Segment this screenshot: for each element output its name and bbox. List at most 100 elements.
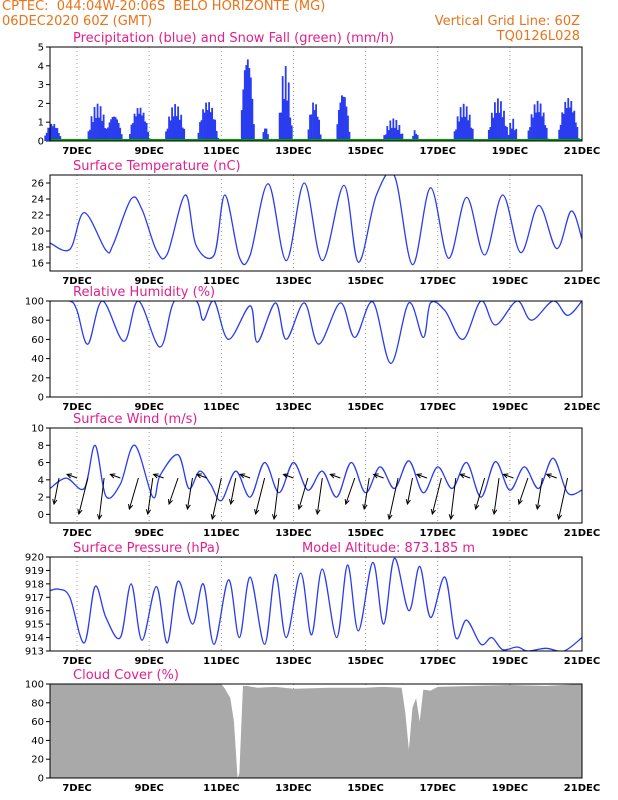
precip-bar [102,114,105,141]
wind-arrowhead [315,509,321,516]
x-tick-label: 17DEC [420,276,456,287]
precip-bar [503,110,505,141]
wind-arrowhead [502,473,509,479]
x-tick-label: 17DEC [420,146,456,157]
precip-bar [262,132,265,141]
y-tick-label: 6 [38,458,44,469]
precip-bar [284,66,287,141]
precip-bar [180,114,183,141]
y-tick-label: 917 [25,593,44,604]
wind-arrow [147,477,154,515]
wind-arrowhead [535,504,541,511]
precip-bar [252,124,255,141]
y-tick-label: 0 [38,774,44,785]
wind-arrowhead [109,473,116,479]
series-line [50,175,582,266]
x-tick-label: 19DEC [492,146,528,157]
y-tick-label: 920 [25,553,44,564]
precip-bar [398,125,401,141]
precip-bar [561,112,564,141]
precip-bar [512,118,515,141]
y-tick-label: 914 [25,633,44,644]
wind-arrow [363,477,370,510]
x-tick-label: 7DEC [62,783,91,794]
panel-title: Relative Humidity (%) [73,285,215,300]
precip-bar [393,127,396,141]
precip-bar [283,99,286,141]
cloud-area [50,684,582,778]
precip-bar [203,112,206,141]
precip-bar [278,112,281,141]
precip-bar [281,76,284,141]
y-tick-label: 2 [38,493,44,504]
y-tick-label: 100 [25,680,44,691]
precip-bar [114,117,117,141]
precip-bar [90,116,93,141]
precip-bar [342,96,345,141]
precip-bar [96,103,99,141]
x-tick-label: 11DEC [203,402,239,413]
precip-bar [461,117,464,141]
precip-bar [310,114,313,141]
precip-bar [412,135,414,141]
wind-arrowhead [517,498,523,506]
wind-arrow [416,473,428,479]
panel-frame [49,46,583,142]
precip-bar [175,116,178,141]
x-tick-label: 19DEC [492,402,528,413]
wind-arrow [98,477,105,520]
precip-bar [568,107,571,141]
precip-bar [287,82,290,141]
precip-bar [348,131,351,141]
header-run-date: 06DEC2020 60Z (GMT) [2,14,153,29]
precip-bar [178,119,181,141]
precip-bar [56,128,59,141]
precip-bar [59,136,62,141]
wind-arrow [110,473,121,479]
precip-bar [242,89,245,141]
y-tick-label: 22 [31,211,44,222]
precip-bar [562,113,565,141]
precip-bar [344,97,346,141]
precip-bar [129,133,131,141]
precip-bar [135,116,137,141]
precip-bar [169,120,172,141]
wind-arrow [450,477,457,520]
precip-bar [497,98,499,141]
precip-bar [249,77,252,141]
precip-bar [468,114,471,141]
y-tick-label: 80 [31,698,44,709]
precip-bar [392,118,395,141]
precip-bar [340,95,343,141]
wind-arrowhead [167,498,173,506]
precip-bar [396,129,399,141]
precip-bar [108,122,111,141]
wind-arrowhead [492,509,498,516]
wind-arrow [168,477,179,505]
precip-bar [347,115,349,141]
panel-title: Cloud Cover (%) [73,668,179,683]
wind-arrow [211,477,222,520]
precip-bar [527,130,530,141]
wind-arrow [78,477,89,515]
wind-arrowhead [65,473,73,479]
precip-bar [183,128,186,141]
panel-frame [49,174,583,272]
precip-bar [416,135,419,141]
wind-arrow [230,477,237,505]
x-tick-label: 19DEC [492,656,528,667]
y-tick-label: 40 [31,354,44,365]
precip-bar [567,98,570,141]
panel-subtitle: Model Altitude: 873.185 m [302,541,475,556]
precip-bar [464,116,467,141]
x-tick-label: 15DEC [347,528,383,539]
panel-frame [49,300,583,398]
precip-bar [574,122,577,141]
y-tick-label: 915 [25,620,44,631]
wind-arrow [558,477,569,520]
wind-arrowhead [448,514,454,521]
precip-bar [529,127,531,141]
y-tick-label: 1 [38,118,44,129]
precip-bar [542,112,545,141]
